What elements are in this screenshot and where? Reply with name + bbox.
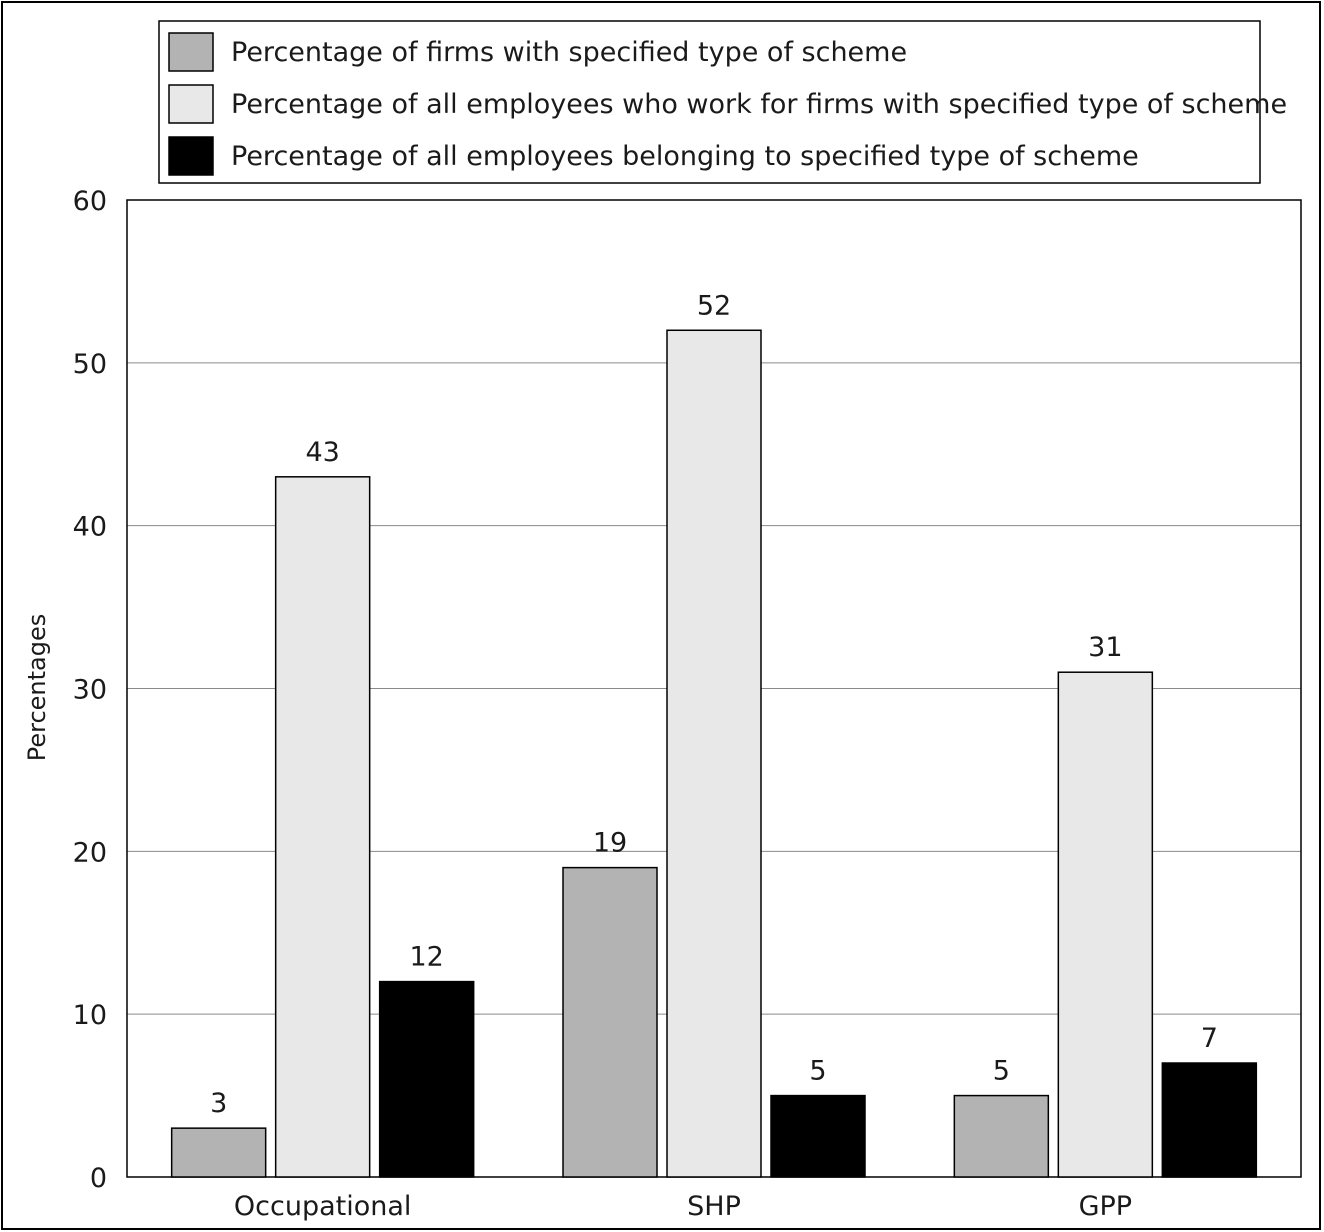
bar-occupational-series-2 (274, 476, 371, 1178)
legend-entry-1: Percentage of firms with specified type … (231, 37, 907, 68)
y-tick-label: 10 (73, 1000, 107, 1031)
data-label: 12 (409, 942, 443, 973)
x-axis-categories: Occupational SHP GPP (234, 1191, 1132, 1222)
x-category-label-gpp: GPP (1079, 1191, 1133, 1222)
data-label: 7 (1201, 1023, 1218, 1054)
bar-shp-series-1 (562, 866, 658, 1178)
y-axis-ticks: 0 10 20 30 40 50 60 (73, 186, 107, 1194)
y-tick-label: 0 (90, 1163, 107, 1194)
legend-swatch-1 (168, 32, 214, 72)
data-label: 3 (210, 1088, 227, 1119)
legend-entry-3: Percentage of all employees belonging to… (231, 141, 1139, 172)
bar-occupational-series-1 (170, 1127, 267, 1178)
bar-occupational-series-3 (378, 980, 475, 1178)
bar-gpp-series-2 (1057, 671, 1154, 1178)
data-label: 5 (993, 1056, 1010, 1087)
data-label: 43 (305, 437, 339, 468)
legend-box (158, 20, 1261, 184)
legend-swatch-3 (168, 136, 214, 176)
bar-gpp-series-3 (1161, 1062, 1258, 1178)
legend: Percentage of firms with specified type … (158, 20, 1287, 184)
data-label: 52 (697, 290, 731, 321)
y-tick-label: 60 (73, 186, 107, 217)
y-tick-label: 40 (73, 512, 107, 543)
y-axis-title: Percentages (23, 614, 51, 762)
bar-gpp-series-1 (953, 1094, 1050, 1178)
data-label: 31 (1088, 632, 1122, 663)
x-category-label-shp: SHP (687, 1191, 741, 1222)
data-label: 19 (593, 828, 627, 859)
x-category-label-occupational: Occupational (234, 1191, 412, 1222)
data-label: 5 (809, 1056, 826, 1087)
legend-swatch-2 (168, 84, 214, 124)
y-tick-label: 50 (73, 349, 107, 380)
bar-shp-series-3 (770, 1094, 866, 1178)
y-tick-label: 30 (73, 675, 107, 706)
y-tick-label: 20 (73, 837, 107, 868)
bar-shp-series-2 (666, 329, 762, 1178)
legend-entry-2: Percentage of all employees who work for… (231, 89, 1287, 120)
